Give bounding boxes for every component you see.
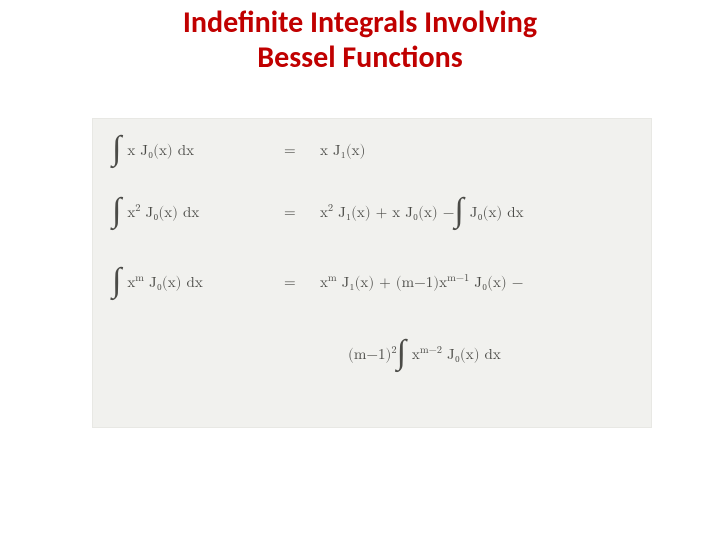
eq2-lhs: ∫ x2 J₀(x) dx (112, 194, 199, 232)
eq2-rhs: x2 J₁(x) + x J₀(x) − ∫ J₀(x) dx (320, 194, 524, 232)
integral-icon: ∫ (112, 262, 121, 300)
slide-title: Indefinite Integrals Involving Bessel Fu… (0, 6, 720, 75)
eq2-lhs-text: x2 J₀(x) dx (127, 204, 199, 222)
integral-icon: ∫ (112, 192, 121, 230)
eq1-equals: = (284, 141, 296, 160)
title-line-2: Bessel Functions (257, 39, 462, 76)
eq3-rhs-line1: xm J₁(x) + (m−1)xm−1 J₀(x) − (320, 273, 523, 292)
integral-icon: ∫ (454, 192, 463, 230)
eq1-lhs-text: x J₀(x) dx (127, 142, 194, 160)
eq1-lhs: ∫ x J₀(x) dx (112, 132, 194, 170)
integral-icon: ∫ (112, 130, 121, 168)
title-line-1: Indefinite Integrals Involving (183, 4, 537, 41)
equals-sign: = (284, 204, 296, 222)
eq3-rhs2-pre: (m−1)2 (348, 346, 397, 364)
eq3-rhs-line2: (m−1)2 ∫ xm−2 J₀(x) dx (348, 336, 501, 374)
eq2-rhs-int: J₀(x) dx (470, 204, 524, 222)
eq3-lhs: ∫ xm J₀(x) dx (112, 264, 203, 302)
integral-icon: ∫ (397, 334, 406, 372)
eq2-equals: = (284, 203, 296, 222)
equals-sign: = (284, 274, 296, 292)
slide: { "title": { "line1": "Indefinite Integr… (0, 0, 720, 540)
formula-panel: ∫ x J₀(x) dx = x J₁(x) ∫ x2 J₀(x) dx = x2 … (92, 118, 652, 428)
eq3-rhs2-int: xm−2 J₀(x) dx (412, 346, 501, 364)
eq3-rhs1-text: xm J₁(x) + (m−1)xm−1 J₀(x) − (320, 274, 523, 292)
eq1-rhs-text: x J₁(x) (320, 142, 365, 160)
eq1-rhs: x J₁(x) (320, 141, 365, 160)
eq2-rhs-a: x2 J₁(x) + x J₀(x) − (320, 204, 454, 222)
eq3-lhs-text: xm J₀(x) dx (127, 274, 202, 292)
equals-sign: = (284, 142, 296, 160)
eq3-equals: = (284, 273, 296, 292)
